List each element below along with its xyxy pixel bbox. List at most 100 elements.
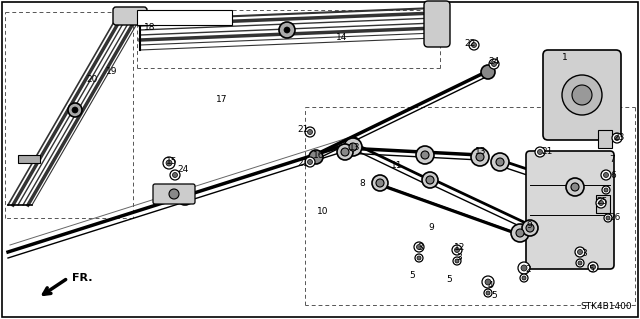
- Circle shape: [455, 259, 459, 263]
- Circle shape: [602, 186, 610, 194]
- FancyBboxPatch shape: [424, 1, 450, 47]
- Circle shape: [486, 291, 490, 295]
- Circle shape: [614, 136, 620, 140]
- Text: 13: 13: [349, 143, 361, 152]
- Circle shape: [344, 138, 362, 156]
- Circle shape: [518, 262, 530, 274]
- Circle shape: [417, 256, 421, 260]
- Text: 12: 12: [454, 243, 466, 253]
- Text: 23: 23: [613, 133, 625, 143]
- Circle shape: [489, 59, 499, 69]
- Text: 5: 5: [409, 271, 415, 279]
- Text: 8: 8: [359, 179, 365, 188]
- Circle shape: [516, 229, 524, 237]
- Circle shape: [472, 42, 477, 48]
- Circle shape: [577, 249, 582, 255]
- Circle shape: [572, 85, 592, 105]
- Circle shape: [337, 144, 353, 160]
- Text: 15: 15: [166, 158, 178, 167]
- Circle shape: [485, 279, 491, 285]
- Circle shape: [476, 153, 484, 161]
- Circle shape: [346, 137, 360, 151]
- Text: 22: 22: [465, 40, 476, 48]
- Text: 10: 10: [317, 207, 329, 217]
- Text: 3: 3: [417, 243, 423, 253]
- Circle shape: [68, 103, 82, 117]
- Circle shape: [484, 289, 492, 297]
- Text: 24: 24: [177, 166, 189, 174]
- Circle shape: [452, 245, 462, 255]
- Circle shape: [522, 220, 538, 236]
- Text: 9: 9: [526, 220, 532, 229]
- Circle shape: [163, 157, 175, 169]
- Circle shape: [72, 107, 78, 113]
- Text: 3: 3: [456, 254, 462, 263]
- Circle shape: [309, 150, 323, 164]
- Circle shape: [376, 179, 384, 187]
- Circle shape: [538, 150, 543, 154]
- Circle shape: [601, 170, 611, 180]
- Circle shape: [612, 133, 622, 143]
- Bar: [18, 155, 40, 163]
- Text: 17: 17: [216, 95, 228, 105]
- Circle shape: [481, 65, 495, 79]
- Text: 1: 1: [562, 54, 568, 63]
- Circle shape: [521, 265, 527, 271]
- Text: 11: 11: [391, 160, 403, 169]
- Circle shape: [604, 188, 608, 192]
- Circle shape: [349, 143, 357, 151]
- Circle shape: [414, 242, 424, 252]
- Circle shape: [307, 160, 312, 165]
- Bar: [137, 10, 232, 25]
- Text: 3: 3: [581, 249, 587, 257]
- Circle shape: [596, 198, 606, 208]
- FancyBboxPatch shape: [113, 7, 147, 25]
- Text: 4: 4: [487, 280, 493, 290]
- Bar: [598, 130, 612, 148]
- Circle shape: [566, 178, 584, 196]
- Circle shape: [426, 176, 434, 184]
- Circle shape: [588, 262, 598, 272]
- Circle shape: [496, 158, 504, 166]
- Circle shape: [372, 175, 388, 191]
- Text: 19: 19: [106, 68, 118, 77]
- Circle shape: [604, 214, 612, 222]
- FancyBboxPatch shape: [543, 50, 621, 140]
- Circle shape: [526, 224, 534, 232]
- Circle shape: [176, 187, 194, 205]
- Circle shape: [576, 259, 584, 267]
- Circle shape: [307, 130, 312, 135]
- Circle shape: [417, 244, 422, 249]
- Text: 7: 7: [609, 154, 615, 164]
- Circle shape: [471, 148, 489, 166]
- Text: 13: 13: [476, 147, 487, 157]
- Text: 20: 20: [86, 76, 98, 85]
- Circle shape: [578, 261, 582, 265]
- Circle shape: [522, 276, 526, 280]
- Circle shape: [511, 224, 529, 242]
- Bar: [596, 195, 610, 213]
- Text: 5: 5: [491, 291, 497, 300]
- Circle shape: [492, 62, 497, 66]
- Circle shape: [170, 170, 180, 180]
- Text: 5: 5: [446, 276, 452, 285]
- Circle shape: [341, 148, 349, 156]
- Text: 21: 21: [298, 125, 308, 135]
- Circle shape: [453, 257, 461, 265]
- Text: FR.: FR.: [72, 273, 93, 283]
- Text: 21: 21: [298, 159, 308, 167]
- Circle shape: [173, 173, 177, 177]
- Text: 21: 21: [541, 147, 553, 157]
- Text: 9: 9: [428, 224, 434, 233]
- Text: 16: 16: [313, 151, 324, 160]
- FancyBboxPatch shape: [153, 184, 195, 204]
- Circle shape: [571, 183, 579, 191]
- Circle shape: [482, 276, 494, 288]
- Text: 25: 25: [596, 197, 608, 206]
- Circle shape: [591, 264, 595, 270]
- Circle shape: [422, 172, 438, 188]
- Circle shape: [415, 254, 423, 262]
- Circle shape: [598, 201, 604, 205]
- Circle shape: [284, 27, 290, 33]
- Bar: [155, 188, 190, 201]
